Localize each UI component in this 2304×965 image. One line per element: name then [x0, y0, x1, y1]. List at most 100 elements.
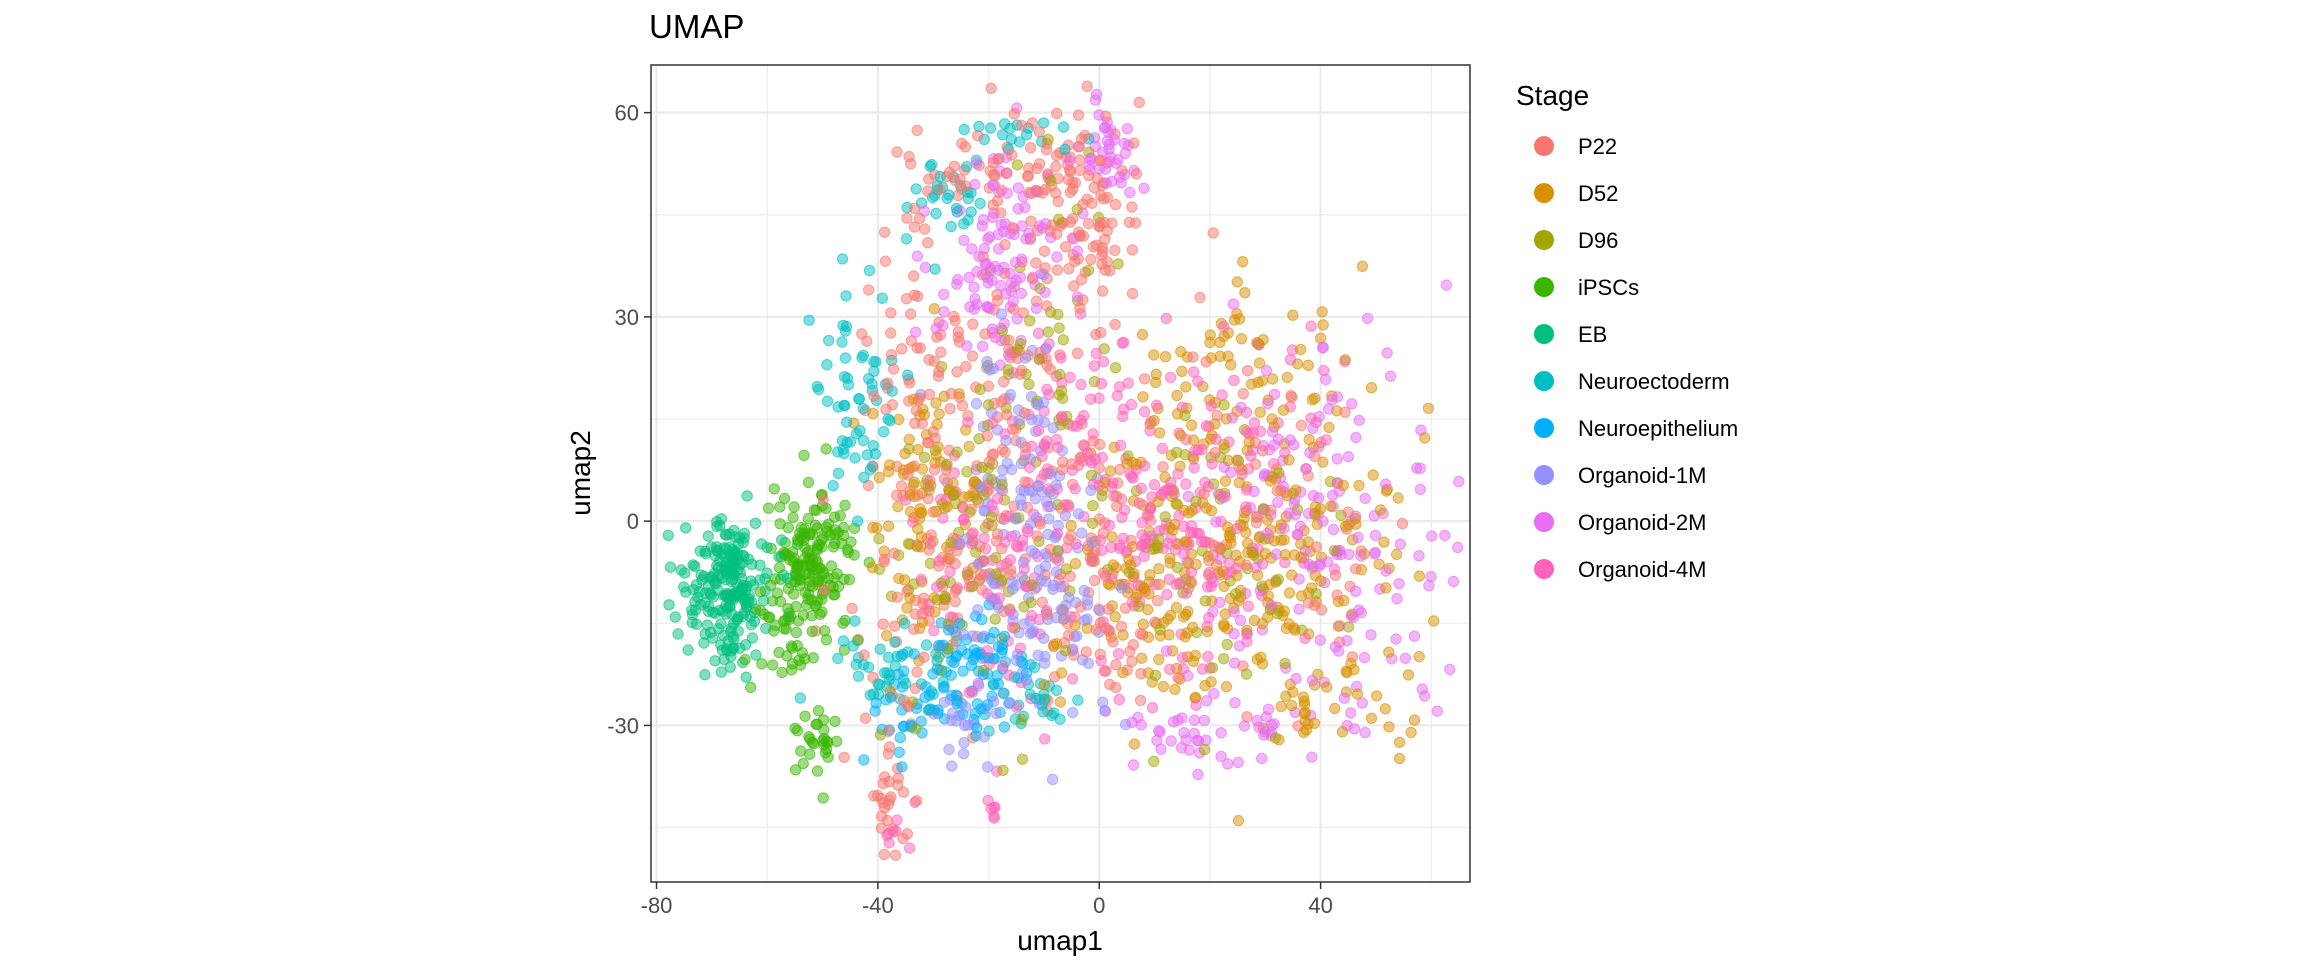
data-point [960, 160, 973, 173]
data-point [1295, 419, 1308, 432]
data-point [1118, 137, 1131, 150]
data-point [1130, 168, 1143, 180]
data-point [1006, 149, 1018, 161]
data-point [1044, 500, 1057, 513]
data-point [1159, 351, 1172, 363]
data-point [790, 626, 803, 639]
data-point [1096, 451, 1109, 464]
data-point [885, 307, 897, 319]
data-point [961, 340, 973, 352]
data-point [1026, 117, 1039, 129]
data-point [922, 493, 934, 505]
data-point [1176, 365, 1188, 377]
legend-label: EB [1578, 322, 1607, 347]
data-point [1331, 391, 1344, 403]
data-point [1218, 399, 1230, 411]
data-point [1001, 457, 1013, 469]
data-point [1094, 217, 1106, 229]
data-point [957, 514, 970, 526]
data-point [1280, 690, 1292, 702]
data-point [1096, 490, 1108, 502]
data-point [852, 670, 865, 682]
data-point [1431, 705, 1443, 717]
data-point [1175, 429, 1187, 442]
data-point [1251, 569, 1264, 581]
data-point [802, 512, 814, 525]
data-point [663, 599, 675, 611]
legend-label: D52 [1578, 181, 1618, 206]
data-point [1198, 488, 1210, 500]
data-point [802, 559, 814, 571]
data-point [1290, 672, 1302, 685]
data-point [958, 218, 970, 230]
data-point [1380, 582, 1392, 594]
data-point [1202, 650, 1214, 663]
data-point [1358, 651, 1371, 664]
data-point [858, 649, 870, 661]
data-point [864, 689, 876, 701]
data-point [1264, 475, 1277, 487]
data-point [819, 584, 831, 596]
data-point [1032, 424, 1045, 437]
data-point [893, 746, 905, 758]
data-point [1207, 227, 1219, 239]
data-point [1036, 596, 1049, 608]
data-point [1138, 582, 1150, 594]
data-point [856, 328, 868, 340]
data-point [1082, 657, 1095, 669]
data-point [1069, 483, 1081, 495]
data-point [967, 534, 979, 547]
data-point [998, 721, 1011, 733]
data-point [1000, 167, 1012, 180]
data-point [1316, 306, 1328, 318]
data-point [1192, 375, 1204, 387]
data-point [1015, 119, 1028, 132]
data-point [864, 463, 877, 476]
data-point [998, 687, 1010, 699]
data-point [724, 661, 736, 673]
data-point [1218, 320, 1230, 333]
data-point [1146, 701, 1159, 714]
data-point [1218, 618, 1230, 630]
data-point [1329, 641, 1341, 653]
data-point [1266, 426, 1279, 438]
data-point [981, 300, 993, 313]
data-point [923, 388, 936, 401]
data-point [1000, 288, 1012, 300]
data-point [1351, 688, 1364, 700]
data-point [966, 243, 978, 255]
data-point [938, 288, 950, 301]
data-point [1060, 241, 1072, 253]
data-point [919, 223, 931, 235]
data-point [1019, 476, 1031, 488]
data-point [1142, 603, 1154, 616]
data-point [739, 653, 751, 666]
data-point [802, 593, 814, 605]
data-point [1413, 570, 1426, 582]
data-point [1381, 347, 1393, 359]
data-point [1172, 714, 1184, 726]
data-point [975, 481, 987, 493]
data-point [1319, 373, 1332, 386]
data-point [835, 537, 848, 550]
data-point [832, 467, 845, 479]
data-point [1052, 441, 1064, 453]
data-point [1024, 142, 1037, 154]
data-point [1150, 376, 1162, 389]
data-point [1075, 273, 1088, 286]
data-point [1127, 639, 1140, 651]
data-point [867, 440, 879, 452]
data-point [1369, 548, 1381, 560]
data-point [1138, 406, 1151, 418]
data-point [1211, 409, 1223, 422]
data-point [721, 644, 733, 657]
data-point [1135, 482, 1148, 494]
data-point [1307, 422, 1319, 435]
data-point [1405, 726, 1417, 739]
data-point [995, 207, 1007, 219]
data-point [1384, 370, 1397, 382]
data-point [1228, 606, 1240, 618]
data-point [909, 682, 922, 694]
data-point [979, 328, 991, 340]
data-point [1284, 354, 1297, 366]
